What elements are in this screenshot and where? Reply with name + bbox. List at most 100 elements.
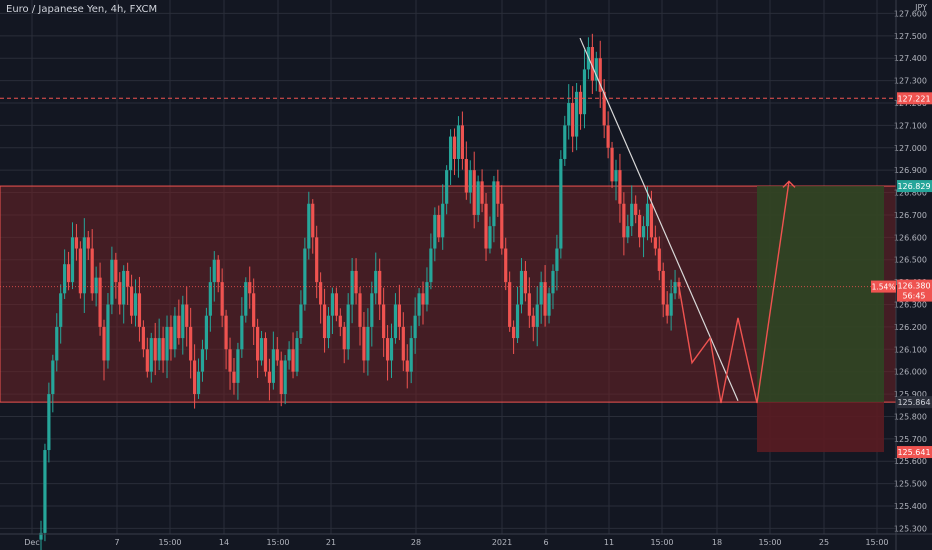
candle-body [511,326,516,339]
candle-body [192,360,197,395]
candle-body [452,136,457,159]
time-axis[interactable]: Dec 7 15:00 14 15:00 21 28 2021 6 11 15:00 18 15:00 2… [0,533,932,547]
candle-body [161,338,165,361]
candle-body [177,315,181,339]
y-tick-label: 127.600 [894,9,927,18]
candle-body [153,338,157,361]
candle-body [456,125,461,159]
x-tick-label: 15:00 [865,538,888,547]
candle-body [630,203,634,227]
candle-body [141,326,145,350]
candle-body [248,282,252,294]
x-tick-label: 25 [819,538,829,547]
candle-body [543,282,547,316]
candle-body [311,203,315,238]
candle-body [448,136,453,171]
x-tick-label: Dec [24,538,39,547]
range-zone [0,185,897,403]
candle-body [641,226,646,238]
y-tick-label: 126.300 [894,301,927,310]
y-tick-label: 126.200 [894,323,927,332]
y-tick-label: 127.000 [894,144,927,153]
y-tick-label: 126.000 [894,368,927,377]
candle-body [315,237,319,283]
x-tick-label: 7 [114,538,119,547]
candle-body [480,181,484,204]
candle-body [322,304,327,339]
candle-body [634,203,638,215]
y-tick-label: 126.700 [894,211,927,220]
candle-body [527,293,531,316]
candle-body [271,349,275,383]
candle-body [200,349,205,372]
candle-body [598,58,602,92]
drawn-lines[interactable] [0,37,896,404]
candle-body [169,326,173,350]
candle-body [669,293,673,316]
candle-body [39,532,43,540]
candle-body [472,170,476,215]
candle-body [425,282,429,305]
candle-body [224,315,228,350]
candle-body [122,270,126,305]
candle-body [385,338,390,361]
candle-body [417,293,421,316]
y-tick-label: 125.700 [894,435,927,444]
stop-tag: 125.641 [897,448,930,457]
y-tick-label: 127.500 [894,32,927,41]
candle-body [126,270,130,287]
candle-body [267,371,272,383]
candle-body [523,270,528,294]
candle-body [606,125,610,148]
candle-body [519,270,524,305]
candle-body [362,326,366,361]
candle-body [212,259,216,283]
candle-body [515,304,520,339]
candle-body [555,248,559,271]
x-tick-label: 14 [219,538,229,547]
candle-body [59,293,63,327]
candle-body [307,203,311,249]
x-tick-label: 15:00 [758,538,781,547]
target-zone [757,186,884,403]
candle-body [157,338,161,361]
candle-body [673,282,677,294]
candles[interactable] [39,33,681,550]
candle-body [173,315,177,350]
candle-body [594,58,598,81]
candle-body [98,277,102,327]
stop-zone [757,402,884,453]
candle-body [622,203,626,238]
x-tick-label: 6 [543,538,548,547]
candle-body [645,203,650,227]
candle-body [413,315,417,339]
candle-body [433,214,437,249]
candle-body [283,360,287,395]
candle-body [638,214,642,238]
candle-body [263,338,268,372]
candle-body [547,293,551,316]
zones [0,185,897,453]
candle-body [582,69,587,115]
candle-body [535,304,539,327]
candle-body [496,181,500,204]
candle-body [551,270,555,294]
projection-path [678,181,790,404]
candle-body [133,293,138,316]
candle-body [330,293,335,316]
candle-body [492,181,496,227]
candle-body [677,282,681,287]
candle-body [110,259,114,305]
x-tick-label: 2021 [492,538,512,547]
x-tick-label: 15:00 [266,538,289,547]
candle-body [421,293,425,305]
y-tick-label: 127.300 [894,77,927,86]
candle-body [102,326,106,361]
candle-body [189,326,193,361]
candle-body [563,125,567,159]
candle-body [279,360,283,395]
y-tick-label: 126.500 [894,256,927,265]
candle-body [401,326,405,361]
